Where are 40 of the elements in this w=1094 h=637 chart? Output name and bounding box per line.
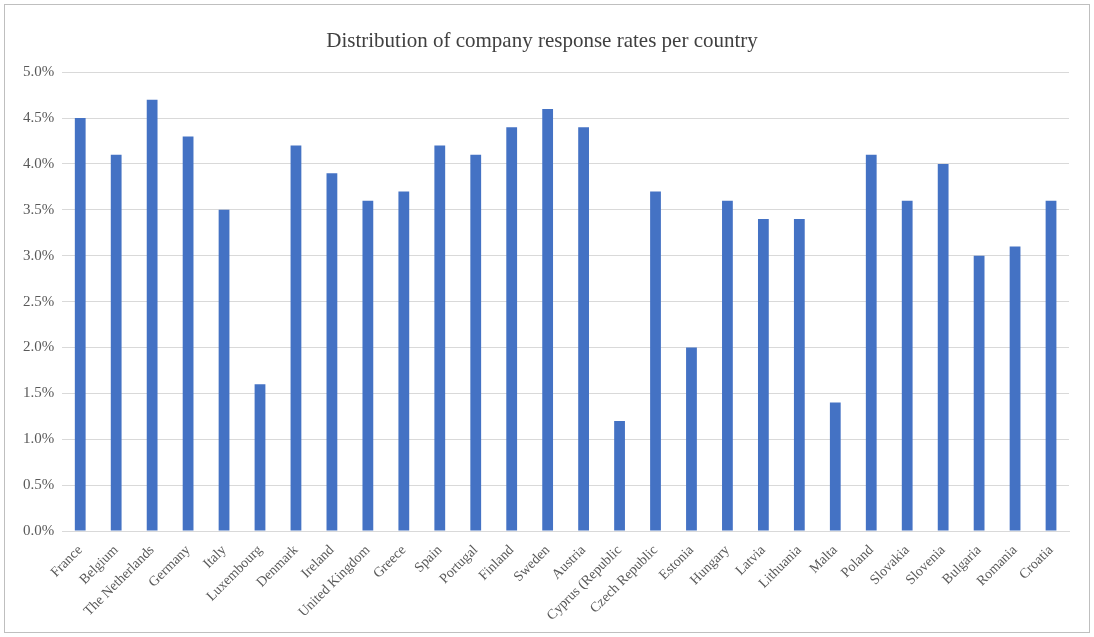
y-tick-label: 3.5%	[23, 200, 55, 217]
y-tick-label: 5.0%	[23, 63, 55, 80]
bar	[326, 173, 338, 531]
bar	[937, 163, 949, 531]
bar	[686, 347, 697, 531]
bar	[254, 384, 266, 531]
bar	[722, 200, 733, 531]
bar	[74, 118, 86, 531]
bar	[146, 99, 158, 531]
bar	[290, 145, 302, 531]
y-tick-label: 4.5%	[23, 109, 55, 126]
y-tick-label: 2.0%	[23, 338, 55, 355]
bar	[470, 154, 482, 531]
bar	[865, 154, 877, 531]
bar	[757, 219, 769, 531]
bar	[506, 127, 518, 531]
bar	[901, 200, 913, 531]
bar	[110, 154, 122, 531]
y-tick-label: 1.5%	[23, 384, 55, 401]
bar	[578, 127, 589, 531]
chart-title: Distribution of company response rates per country	[326, 28, 759, 53]
bar	[542, 108, 554, 531]
bar	[793, 219, 805, 531]
bar	[1045, 200, 1057, 531]
bar	[398, 191, 410, 531]
bar	[434, 145, 446, 531]
bar	[1009, 246, 1021, 531]
bar	[614, 420, 625, 531]
bar	[973, 255, 985, 531]
bar	[829, 402, 841, 531]
bar	[362, 200, 374, 531]
bar	[218, 209, 230, 531]
y-tick-label: 3.0%	[23, 246, 55, 263]
y-tick-label: 2.5%	[23, 292, 55, 309]
bar	[182, 136, 194, 531]
y-tick-label: 0.0%	[23, 521, 55, 538]
y-tick-label: 0.5%	[23, 476, 55, 493]
y-tick-label: 1.0%	[23, 430, 55, 447]
bar	[650, 191, 661, 531]
y-tick-label: 4.0%	[23, 154, 55, 171]
